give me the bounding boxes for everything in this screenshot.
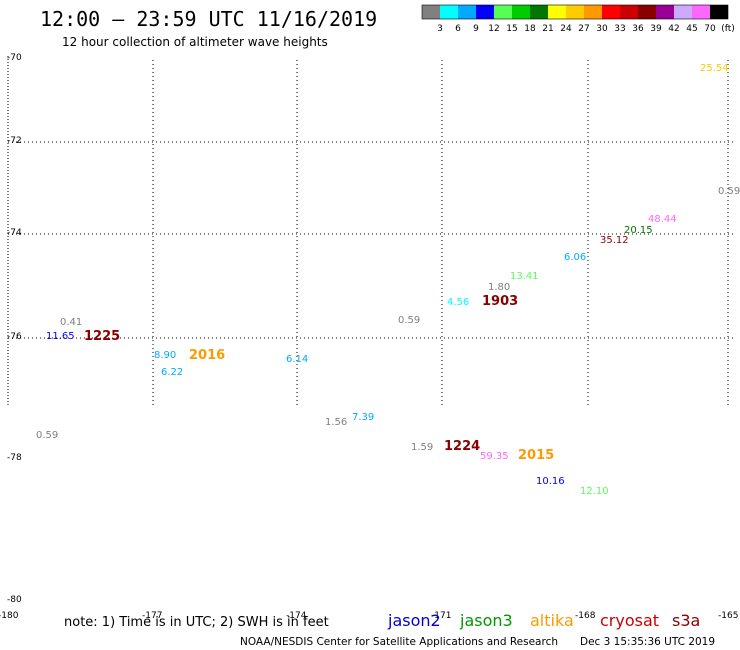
map-frame [7, 56, 735, 406]
longitude-labels: -180 -177 -174 -171 -168 -165 [0, 611, 738, 621]
footer-timestamp: Dec 3 15:35:36 UTC 2019 [580, 636, 715, 648]
satellite-legend-entry: cryosat [600, 611, 659, 630]
wave-height-value: 59.35 [480, 451, 509, 462]
color-swatch [440, 5, 458, 19]
color-scale-border [421, 4, 729, 20]
wave-height-value: 12.10 [580, 486, 609, 497]
latitude-label: -72 [7, 136, 22, 146]
color-scale-label: 70 [704, 24, 716, 34]
color-swatch [566, 5, 584, 19]
latitude-label: -74 [7, 228, 22, 238]
satellite-legend-entry: s3a [672, 611, 700, 630]
color-swatch [476, 5, 494, 19]
wave-height-value: 10.16 [536, 476, 565, 487]
color-scale-label: 42 [668, 24, 679, 34]
color-swatch [512, 5, 530, 19]
color-swatch [620, 5, 638, 19]
longitude-label: -174 [286, 611, 307, 621]
color-scale-label: 12 [488, 24, 499, 34]
wave-height-value: 6.14 [286, 354, 308, 365]
wave-height-value: 7.39 [352, 412, 374, 423]
latitude-label: -76 [7, 332, 22, 342]
color-scale-label: 18 [524, 24, 536, 34]
wave-height-value: 1.59 [411, 442, 433, 453]
color-scale-label: 21 [542, 24, 553, 34]
pass-time-label: 2015 [518, 448, 554, 463]
wave-height-value: 6.06 [564, 252, 586, 263]
wave-height-value: 8.90 [154, 350, 176, 361]
color-scale-legend: 3 6 9 12 15 18 21 24 27 30 33 36 39 42 45 70 (ft) [421, 4, 735, 34]
color-scale-label: 45 [686, 24, 697, 34]
color-swatch [638, 5, 656, 19]
color-swatch [584, 5, 602, 19]
wave-height-value: 11.65 [46, 331, 75, 342]
longitude-label: -165 [718, 611, 738, 621]
pass-time-label: 1224 [444, 439, 480, 454]
satellite-legend: jason2 jason3 altika cryosat s3a [387, 611, 700, 630]
color-scale-label: 30 [596, 24, 608, 34]
pass-time-label: 1225 [84, 329, 120, 344]
wave-height-value: 48.44 [648, 214, 677, 225]
satellite-legend-entry: jason3 [459, 611, 513, 630]
wave-height-value: 0.59 [398, 315, 420, 326]
color-swatch [602, 5, 620, 19]
longitude-label: -177 [142, 611, 162, 621]
color-swatch [530, 5, 548, 19]
satellite-legend-entry: altika [530, 611, 574, 630]
satellite-legend-entry: jason2 [387, 611, 441, 630]
wave-height-value: 35.12 [600, 235, 629, 246]
wave-height-value: 4.56 [447, 297, 469, 308]
latitude-label: -78 [7, 453, 22, 463]
color-swatch [692, 5, 710, 19]
color-swatch [494, 5, 512, 19]
color-scale-label: 3 [437, 24, 443, 34]
wave-height-value: 0.59 [718, 186, 740, 197]
color-scale-label: 39 [650, 24, 662, 34]
wave-height-value: 25.54 [700, 63, 729, 74]
color-swatch [710, 5, 728, 19]
latitude-labels: -70 -72 -74 -76 -78 -80 [7, 53, 22, 605]
color-swatch [656, 5, 674, 19]
wave-height-value: 1.80 [488, 282, 510, 293]
wave-height-value: 6.22 [161, 367, 183, 378]
page-subtitle: 12 hour collection of altimeter wave hei… [62, 35, 328, 49]
longitude-label: -171 [431, 611, 451, 621]
wave-height-value: 1.56 [325, 417, 347, 428]
color-swatch [458, 5, 476, 19]
pass-time-labels: 1225 2016 1903 1224 2015 [84, 294, 554, 463]
latitude-label: -70 [7, 53, 22, 63]
color-scale-label: 36 [632, 24, 644, 34]
wave-height-value: 20.15 [624, 225, 653, 236]
color-swatch [674, 5, 692, 19]
color-scale-label: 15 [506, 24, 517, 34]
latitude-label: -80 [7, 595, 22, 605]
longitude-label: -168 [575, 611, 596, 621]
wave-height-value: 0.59 [36, 430, 58, 441]
color-scale-label: 24 [560, 24, 572, 34]
longitude-label: -180 [0, 611, 19, 621]
color-scale-label: 9 [473, 24, 479, 34]
color-swatch [548, 5, 566, 19]
wave-height-value: 0.41 [60, 317, 82, 328]
wave-height-value: 13.41 [510, 271, 539, 282]
page-title: 12:00 – 23:59 UTC 11/16/2019 [40, 7, 377, 31]
color-scale-label: (ft) [721, 24, 735, 34]
color-scale-label: 6 [455, 24, 461, 34]
pass-time-label: 1903 [482, 294, 518, 309]
color-swatch [422, 5, 440, 19]
color-scale-label: 27 [578, 24, 589, 34]
footer-note: note: 1) Time is in UTC; 2) SWH is in fe… [64, 615, 329, 630]
footer-credit: NOAA/NESDIS Center for Satellite Applica… [240, 636, 558, 648]
pass-time-label: 2016 [189, 348, 225, 363]
color-scale-label: 33 [614, 24, 625, 34]
